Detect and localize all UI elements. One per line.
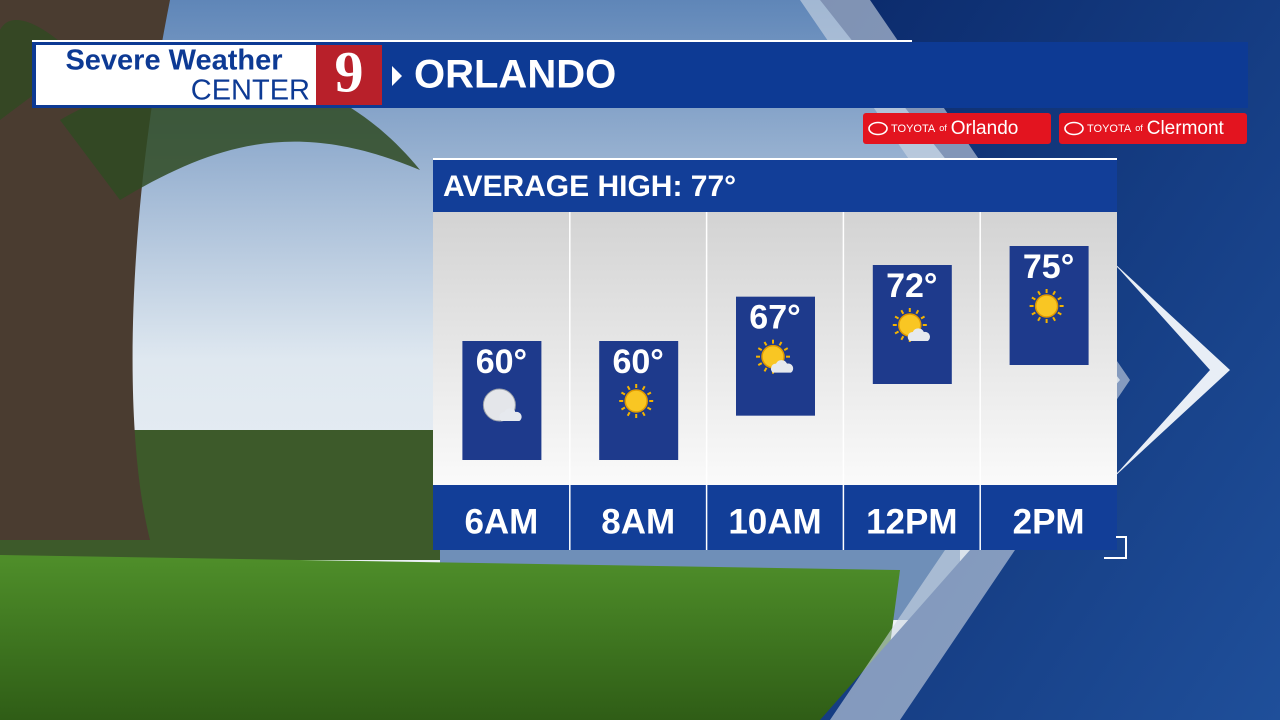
sun-ray (778, 341, 783, 346)
cloud (499, 408, 522, 421)
sponsor-text: TOYOTA of Orlando (891, 118, 1018, 139)
cloud (771, 360, 794, 373)
sponsor-brand: TOYOTA (891, 123, 936, 135)
sponsor-place: Orlando (951, 118, 1019, 139)
time-label: 12PM (866, 502, 957, 541)
sun-ray (1031, 296, 1036, 301)
temperature-label: 60° (612, 343, 663, 381)
temperature-label: 72° (886, 267, 937, 305)
time-label: 10AM (728, 502, 821, 541)
time-label: 2PM (1013, 502, 1085, 541)
cloud (907, 328, 931, 341)
sun-ray (915, 309, 920, 315)
sun-ray (626, 385, 631, 391)
sun-ray (894, 330, 900, 335)
sponsor-place: Clermont (1147, 118, 1225, 139)
sun-ray (757, 347, 763, 352)
toyota-logo (1064, 121, 1084, 136)
sun (1034, 294, 1059, 318)
sun-ray (1057, 311, 1062, 316)
sun-ray (1052, 290, 1056, 296)
time-label: 6AM (464, 502, 538, 541)
sun-ray (763, 341, 768, 346)
sun-ray (646, 391, 652, 396)
sun-ray (920, 315, 926, 320)
brand-line2: CENTER (191, 75, 310, 107)
sun-ray (900, 335, 905, 341)
panel-title: AVERAGE HIGH: 77° (443, 170, 736, 203)
sun-ray (894, 315, 900, 320)
time-label: 8AM (601, 502, 675, 541)
channel-number: 9 (335, 39, 364, 104)
sponsor-brand: TOYOTA (1087, 123, 1132, 135)
forecast: 60° 6AM 60° 8AM 67° 10AM 72° 12PM 75° 2PM (462, 212, 1089, 550)
temperature-label: 60° (476, 343, 527, 381)
sun-ray (763, 367, 768, 372)
sun-ray (646, 406, 652, 411)
location: ORLANDO (414, 53, 616, 97)
temperature-label: 67° (749, 299, 800, 337)
sponsor-of: of (939, 123, 947, 133)
sun-ray (1031, 311, 1036, 316)
sun-ray (620, 406, 626, 411)
sponsor-text: TOYOTA of Clermont (1087, 118, 1225, 139)
header: Severe Weather CENTER 9 ORLANDO (32, 39, 1248, 108)
toyota-logo (868, 121, 888, 136)
sun-ray (620, 391, 626, 396)
sun-ray (1037, 316, 1041, 322)
sun-ray (1052, 316, 1056, 322)
temperature-label: 75° (1023, 248, 1074, 286)
sponsor-of: of (1135, 123, 1143, 133)
sun-ray (900, 309, 905, 315)
sun-ray (626, 411, 631, 417)
sun-ray (1057, 296, 1062, 301)
sponsor-badge (1059, 113, 1247, 144)
sun-ray (757, 362, 763, 367)
sun-ray (1037, 290, 1041, 296)
brand-line1: Severe Weather (65, 45, 282, 77)
sun-ray (641, 411, 646, 417)
sun-ray (641, 385, 646, 391)
sun (624, 389, 648, 413)
sponsor-badge (863, 113, 1051, 144)
sponsors: TOYOTA of Orlando TOYOTA of Clermont (863, 113, 1247, 144)
sun-ray (783, 347, 789, 352)
